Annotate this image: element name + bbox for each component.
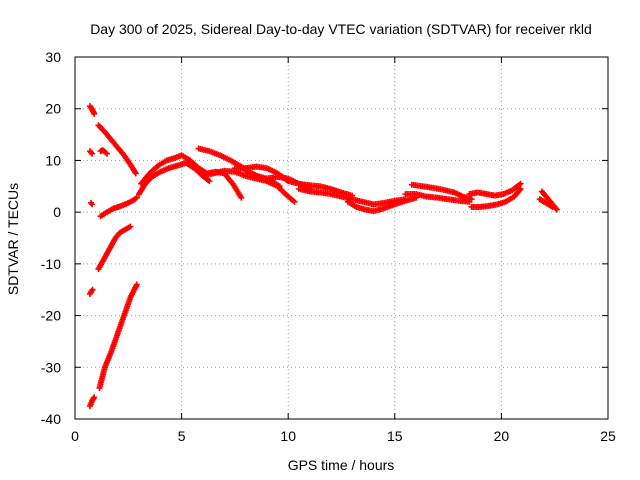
- data-point: [468, 196, 475, 203]
- series-arc-b: [87, 199, 96, 208]
- series-arc-i: [138, 152, 245, 201]
- data-point: [206, 178, 213, 185]
- x-tick-label: 0: [71, 428, 79, 444]
- grid-lines: [75, 57, 608, 419]
- x-tick-label: 20: [494, 428, 510, 444]
- series-arc-m: [242, 167, 313, 192]
- x-tick-label: 5: [178, 428, 186, 444]
- series-arc-d: [97, 147, 110, 157]
- data-point: [103, 150, 110, 157]
- axis-ticks: 0 5 10 15 20 25 -40 -30 -20 -10 0 10 20 30: [41, 49, 616, 444]
- series-arc-f: [95, 223, 134, 273]
- data-point: [517, 185, 524, 192]
- series-arc-a-top: [86, 103, 98, 117]
- series-arc-t: [538, 188, 560, 213]
- y-tick-label: 20: [45, 101, 61, 117]
- y-tick-label: -30: [41, 359, 61, 375]
- y-tick-label: 10: [45, 152, 61, 168]
- data-point: [127, 223, 134, 230]
- series-arc-q: [408, 181, 475, 203]
- y-axis-label: SDTVAR / TECUs: [5, 183, 21, 295]
- series-arc-c: [95, 122, 139, 177]
- y-tick-label: -20: [41, 308, 61, 324]
- y-tick-label: -40: [41, 411, 61, 427]
- series-arc-r: [466, 180, 524, 199]
- series-arc-o: [344, 194, 420, 215]
- data-point: [89, 286, 96, 293]
- data-point: [517, 180, 524, 187]
- x-tick-label: 10: [280, 428, 296, 444]
- data-points: [86, 103, 560, 410]
- data-point: [91, 394, 98, 401]
- series-arc-a-bottom: [86, 394, 98, 410]
- x-axis-label: GPS time / hours: [288, 457, 395, 473]
- y-tick-label: 0: [53, 204, 61, 220]
- data-point: [87, 149, 94, 156]
- x-tick-label: 15: [387, 428, 403, 444]
- data-point: [89, 150, 96, 157]
- chart-title: Day 300 of 2025, Sidereal Day-to-day VTE…: [90, 21, 592, 37]
- data-point: [91, 110, 98, 117]
- series-arc-a-mid: [86, 148, 96, 157]
- plot-frame: [74, 56, 609, 420]
- data-point: [89, 201, 96, 208]
- data-point: [133, 281, 140, 288]
- series-arc-u: [536, 196, 556, 210]
- data-point: [238, 194, 245, 201]
- y-tick-label: 30: [45, 49, 61, 65]
- x-tick-label: 25: [600, 428, 616, 444]
- data-point: [553, 206, 560, 213]
- y-tick-label: -10: [41, 256, 61, 272]
- series-arc-e: [97, 194, 140, 220]
- data-point: [291, 198, 298, 205]
- data-point: [133, 194, 140, 201]
- series-arc-s: [468, 185, 524, 210]
- series-arc-g: [96, 281, 140, 391]
- data-point: [549, 203, 556, 210]
- series-arc-a-low: [86, 286, 96, 297]
- data-point: [132, 170, 139, 177]
